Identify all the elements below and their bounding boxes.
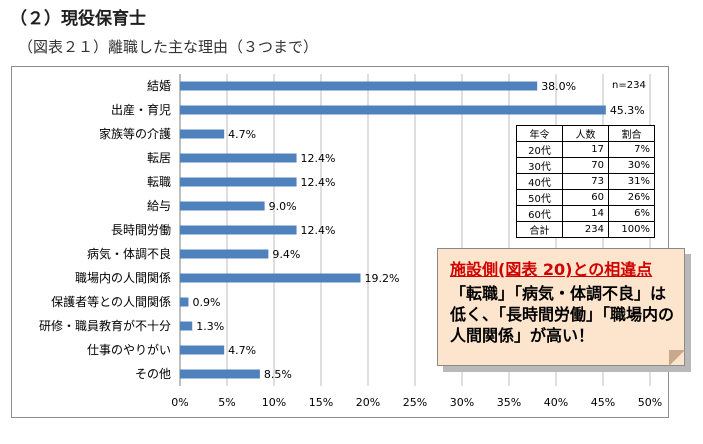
callout-box: 施設側(図表 20)との相違点 「転職」「病気・体調不良」は低く、「長時間労働」… <box>437 248 685 366</box>
data-label: 4.7% <box>228 128 256 141</box>
ratio-cell: 7% <box>608 141 655 158</box>
category-label: 結婚 <box>147 79 171 93</box>
category-label: 仕事のやりがい <box>87 342 171 357</box>
table-header-row: 年令 人数 割合 <box>516 125 655 142</box>
bar <box>180 201 265 211</box>
bar <box>180 105 606 115</box>
count-cell: 70 <box>562 157 609 174</box>
data-label: 0.9% <box>192 296 220 309</box>
ratio-cell: 26% <box>608 189 655 206</box>
age-cell: 20代 <box>516 141 563 158</box>
table-row: 50代 60 26% <box>516 189 655 206</box>
data-label: 9.4% <box>272 248 300 261</box>
category-label: 保護者等との人間関係 <box>51 294 171 309</box>
callout-title: 施設側(図表 20)との相違点 <box>450 260 653 279</box>
data-label: 45.3% <box>610 104 645 117</box>
bar <box>180 297 189 307</box>
section-heading: （２）現役保育士 <box>10 9 146 29</box>
bar <box>180 81 538 91</box>
category-label: その他 <box>135 367 171 381</box>
bar <box>180 129 225 139</box>
category-label: 職場内の人間関係 <box>75 271 171 285</box>
header-count: 人数 <box>562 125 609 142</box>
callout-body: 「転職」「病気・体調不良」は低く、「長時間労働」「職場内の人間関係」が高い！ <box>450 284 675 345</box>
category-label: 出産・育児 <box>111 102 171 117</box>
header-ratio: 割合 <box>608 125 655 142</box>
bar <box>180 369 260 379</box>
ratio-cell: 30% <box>608 157 655 174</box>
count-cell: 73 <box>562 173 609 190</box>
x-tick-label: 10% <box>262 396 286 409</box>
age-cell: 50代 <box>516 189 563 206</box>
data-label: 12.4% <box>301 224 336 237</box>
x-tick-label: 40% <box>544 396 568 409</box>
x-tick-label: 35% <box>497 396 521 409</box>
age-cell: 30代 <box>516 157 563 174</box>
category-label: 長時間労働 <box>111 223 171 237</box>
ratio-cell: 6% <box>608 205 655 222</box>
age-cell: 合計 <box>516 221 563 238</box>
x-tick-label: 25% <box>403 396 427 409</box>
data-label: 9.0% <box>269 200 297 213</box>
x-tick-label: 20% <box>356 396 380 409</box>
table-row: 60代 14 6% <box>516 205 655 222</box>
x-tick-label: 50% <box>638 396 662 409</box>
x-tick-label: 30% <box>450 396 474 409</box>
chart-frame <box>11 66 669 418</box>
age-cell: 60代 <box>516 205 563 222</box>
bars <box>180 81 606 379</box>
category-label: 家族等の介護 <box>99 126 171 141</box>
age-cell: 40代 <box>516 173 563 190</box>
data-label: 4.7% <box>228 344 256 357</box>
table-row-total: 合計 234 100% <box>516 221 655 238</box>
bar <box>180 153 297 163</box>
category-label: 転居 <box>147 151 171 165</box>
data-label: 12.4% <box>301 176 336 189</box>
x-tick-label: 15% <box>309 396 333 409</box>
bar <box>180 177 297 187</box>
category-label: 研修・職員教育が不十分 <box>39 318 171 333</box>
bar <box>180 345 225 355</box>
callout-folded-corner <box>669 350 685 366</box>
labels: 0% 5% 10% 15% 20% 25% 30% 35% 40% 45% 50% 結婚 38.0% 出産… <box>39 79 662 409</box>
data-label: 19.2% <box>364 272 399 285</box>
header-age: 年令 <box>516 125 563 142</box>
category-label: 病気・体調不良 <box>87 246 171 261</box>
category-label: 給与 <box>147 199 171 213</box>
age-breakdown-table: 年令 人数 割合 20代 17 7% 30代 70 30% 40代 73 31%… <box>516 125 655 238</box>
x-tick-label: 5% <box>218 396 235 409</box>
table-row: 30代 70 30% <box>516 157 655 174</box>
ratio-cell: 31% <box>608 173 655 190</box>
count-cell: 17 <box>562 141 609 158</box>
data-label: 12.4% <box>301 152 336 165</box>
callout-note: 施設側(図表 20)との相違点 「転職」「病気・体調不良」は低く、「長時間労働」… <box>437 248 699 388</box>
data-label: 1.3% <box>196 320 224 333</box>
table-row: 20代 17 7% <box>516 141 655 158</box>
chart-subtitle: （図表２１）離職した主な理由（３つまで） <box>18 38 319 56</box>
x-tick-label: 45% <box>591 396 615 409</box>
count-cell: 234 <box>562 221 609 238</box>
bar <box>180 273 361 283</box>
table-row: 40代 73 31% <box>516 173 655 190</box>
x-tick-label: 0% <box>171 396 188 409</box>
sample-size-label: n=234 <box>612 80 646 91</box>
bar <box>180 249 269 259</box>
count-cell: 60 <box>562 189 609 206</box>
data-label: 8.5% <box>264 368 292 381</box>
count-cell: 14 <box>562 205 609 222</box>
bar <box>180 225 297 235</box>
category-label: 転職 <box>147 175 171 189</box>
ratio-cell: 100% <box>608 221 655 238</box>
bar <box>180 321 193 331</box>
data-label: 38.0% <box>541 80 576 93</box>
